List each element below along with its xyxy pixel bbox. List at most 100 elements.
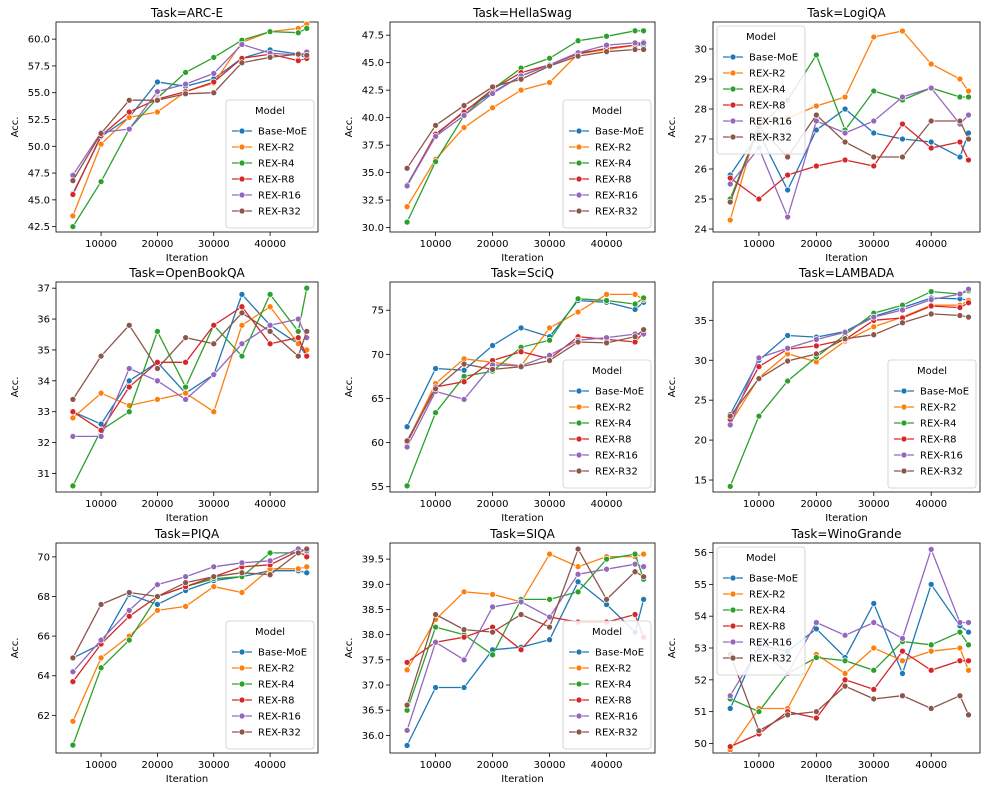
legend-swatch-marker — [729, 53, 737, 61]
data-point — [841, 328, 849, 336]
data-point — [546, 336, 553, 344]
data-point — [631, 550, 639, 558]
series-line — [729, 631, 970, 713]
y-tick-label: 26 — [694, 165, 707, 176]
legend-entry-base-moe: Base-MoE — [920, 387, 969, 398]
data-point — [517, 598, 525, 606]
y-tick-label: 25 — [694, 195, 707, 206]
y-axis-label: Acc. — [667, 638, 678, 659]
series-rex-r16 — [69, 545, 311, 676]
data-point — [294, 328, 302, 335]
data-point — [927, 310, 935, 318]
data-point — [460, 633, 468, 641]
legend-entry-rex-r2: REX-R2 — [920, 403, 957, 414]
legend-swatch-marker — [238, 207, 246, 215]
data-point — [403, 437, 411, 445]
data-point — [631, 300, 639, 308]
series-line — [72, 312, 308, 400]
data-point — [870, 644, 878, 652]
series-line — [406, 331, 645, 443]
data-point — [899, 647, 906, 655]
legend-entry-base-moe: Base-MoE — [749, 574, 798, 585]
data-point — [125, 607, 133, 614]
legend-swatch-marker — [238, 143, 246, 151]
y-tick-label: 30 — [694, 356, 707, 367]
legend-entry-rex-r8: REX-R8 — [595, 435, 632, 446]
legend-swatch-marker — [729, 638, 737, 646]
series-line — [72, 53, 307, 195]
y-tick-label: 35 — [37, 345, 50, 356]
legend: Model Base-MoE REX-R2 REX-R4 REX-R8 REX-R16 RE… — [562, 359, 652, 489]
legend-box — [716, 546, 806, 676]
data-point — [517, 324, 525, 332]
y-tick-label: 37 — [37, 284, 50, 295]
legend-entry-rex-r4: REX-R4 — [920, 419, 957, 430]
data-point — [303, 284, 311, 292]
legend-entry-rex-r2: REX-R2 — [595, 403, 632, 414]
series-line — [72, 566, 307, 722]
legend-entry-rex-r2: REX-R2 — [749, 590, 786, 601]
legend-swatch-marker — [729, 133, 737, 141]
data-point — [574, 37, 582, 45]
data-point — [489, 342, 496, 349]
data-point — [517, 86, 525, 94]
legend-swatch-marker — [238, 648, 246, 656]
y-tick-label: 50 — [694, 739, 707, 750]
data-point — [965, 711, 972, 719]
data-point — [899, 657, 906, 665]
data-point — [182, 358, 189, 366]
y-tick-label: 45.0 — [28, 195, 50, 206]
data-point — [69, 191, 77, 198]
data-point — [97, 140, 105, 148]
y-tick-label: 37.5 — [362, 655, 384, 666]
data-point — [813, 51, 820, 59]
data-point — [125, 365, 133, 372]
data-point — [460, 588, 468, 596]
data-point — [631, 39, 639, 47]
data-point — [899, 306, 906, 314]
data-point — [432, 365, 439, 372]
data-point — [432, 158, 439, 165]
data-point — [631, 568, 639, 576]
legend: Model Base-MoE REX-R2 REX-R4 REX-R8 REX-R16 RE… — [562, 620, 652, 750]
data-point — [432, 122, 439, 129]
data-point — [574, 52, 582, 60]
data-point — [841, 676, 849, 684]
data-point — [726, 216, 734, 224]
x-tick-label: 40000 — [591, 760, 623, 771]
data-point — [97, 664, 105, 672]
data-point — [899, 319, 906, 327]
y-tick-label: 35.0 — [362, 168, 384, 179]
data-point — [631, 291, 639, 298]
legend-swatch-marker — [575, 467, 583, 475]
data-point — [956, 619, 964, 626]
data-point — [965, 666, 972, 674]
legend-swatch-marker — [729, 622, 737, 630]
legend-title: Model — [592, 627, 622, 638]
legend-entry-rex-r8: REX-R8 — [258, 696, 295, 707]
legend-entry-rex-r4: REX-R4 — [595, 159, 632, 170]
data-point — [956, 312, 964, 319]
y-tick-label: 56 — [694, 548, 707, 559]
legend-entry-rex-r32: REX-R32 — [749, 133, 792, 144]
data-point — [870, 129, 878, 137]
data-point — [870, 666, 878, 674]
legend-swatch-marker — [575, 419, 583, 427]
legend: Model Base-MoE REX-R2 REX-R4 REX-R8 REX-R16 RE… — [225, 99, 315, 229]
data-point — [182, 603, 189, 610]
data-point — [266, 321, 274, 329]
data-point — [546, 623, 553, 631]
data-point — [489, 366, 496, 373]
data-point — [210, 54, 218, 61]
y-tick-label: 28 — [694, 105, 707, 116]
y-tick-label: 32 — [37, 438, 50, 449]
legend-box — [225, 620, 315, 750]
data-point — [640, 596, 647, 603]
y-tick-label: 33 — [37, 407, 50, 418]
y-tick-label: 24 — [694, 225, 707, 236]
data-point — [755, 354, 763, 362]
data-point — [603, 555, 610, 563]
data-point — [303, 25, 311, 32]
legend-box — [562, 620, 652, 750]
